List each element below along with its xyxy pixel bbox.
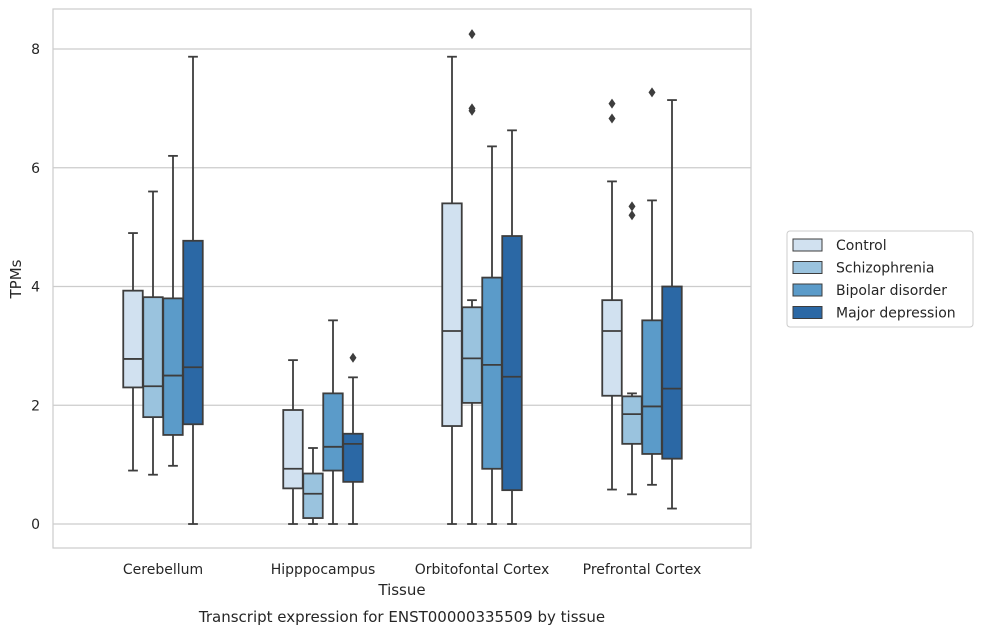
box-2-3 bbox=[501, 129, 523, 525]
x-tick-label-3: Prefrontal Cortex bbox=[583, 562, 702, 578]
box-body bbox=[142, 296, 164, 419]
box-0-3 bbox=[182, 55, 204, 525]
box-body bbox=[641, 319, 663, 455]
outlier-point-2 bbox=[468, 29, 476, 40]
outlier-point-0 bbox=[628, 210, 636, 221]
box-0-2 bbox=[162, 154, 184, 467]
y-tick-label-8: 8 bbox=[31, 42, 40, 58]
outlier-point-1 bbox=[608, 98, 616, 109]
y-tick-labels: 0 2 4 6 8 bbox=[31, 42, 40, 533]
outlier-point-0 bbox=[648, 87, 656, 98]
legend: Control Schizophrenia Bipolar disorder Majo… bbox=[786, 230, 974, 328]
box-1-2 bbox=[322, 319, 344, 525]
y-tick-label-6: 6 bbox=[31, 161, 40, 177]
x-tick-label-0: Cerebellum bbox=[123, 562, 203, 578]
x-tick-label-1: Hipppocampus bbox=[271, 562, 376, 578]
box-body bbox=[441, 202, 463, 427]
outlier-point-0 bbox=[349, 352, 357, 363]
legend-label-1: Schizophrenia bbox=[836, 261, 934, 277]
box-body bbox=[342, 432, 364, 483]
y-tick-label-2: 2 bbox=[31, 398, 40, 414]
box-1-0 bbox=[282, 359, 304, 525]
box-body bbox=[162, 297, 184, 436]
box-2-0 bbox=[441, 55, 463, 525]
boxes-layer bbox=[122, 29, 683, 525]
box-1-1 bbox=[302, 447, 324, 525]
box-body bbox=[661, 285, 683, 460]
box-body bbox=[621, 395, 643, 445]
chart-caption: Transcript expression for ENST0000033550… bbox=[198, 608, 605, 626]
legend-swatch-3 bbox=[792, 306, 823, 319]
box-body bbox=[322, 392, 344, 472]
outlier-point-1 bbox=[628, 201, 636, 212]
outlier-point-1 bbox=[468, 103, 476, 114]
box-body bbox=[282, 409, 304, 490]
box-3-1 bbox=[621, 201, 643, 496]
legend-label-0: Control bbox=[836, 238, 887, 254]
box-body bbox=[122, 289, 144, 389]
legend-label-3: Major depression bbox=[836, 306, 956, 322]
legend-swatch-1 bbox=[792, 261, 823, 274]
box-2-1 bbox=[461, 29, 483, 525]
legend-swatch-2 bbox=[792, 283, 823, 297]
legend-label-2: Bipolar disorder bbox=[836, 283, 947, 299]
box-body bbox=[601, 299, 623, 397]
box-body bbox=[182, 239, 204, 426]
legend-frame bbox=[786, 230, 974, 328]
x-tick-label-2: Orbitofontal Cortex bbox=[415, 562, 550, 578]
legend-swatch-0 bbox=[792, 238, 823, 252]
box-body bbox=[501, 235, 523, 492]
y-tick-label-4: 4 bbox=[31, 280, 40, 296]
box-body bbox=[481, 276, 503, 470]
box-body bbox=[461, 306, 483, 404]
plot-area bbox=[52, 8, 752, 549]
outlier-point-0 bbox=[608, 113, 616, 124]
box-body bbox=[302, 472, 324, 519]
x-tick-labels: Cerebellum Hipppocampus Orbitofontal Corte… bbox=[123, 562, 701, 578]
box-3-3 bbox=[661, 99, 683, 510]
box-3-0 bbox=[601, 98, 623, 491]
x-axis-label: Tissue bbox=[377, 581, 425, 599]
y-axis-label: TPMs bbox=[7, 259, 25, 299]
y-tick-label-0: 0 bbox=[31, 517, 40, 533]
box-1-3 bbox=[342, 352, 364, 525]
